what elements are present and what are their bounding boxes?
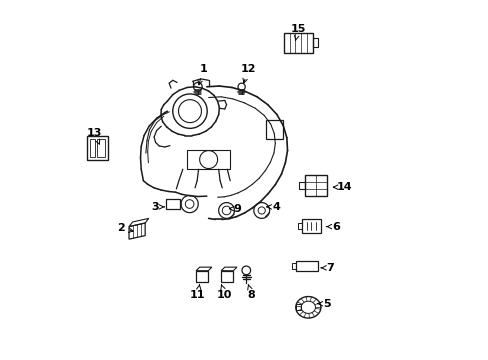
Text: 14: 14: [333, 182, 352, 192]
Text: 2: 2: [117, 224, 133, 233]
Text: 15: 15: [290, 24, 305, 40]
Text: 3: 3: [151, 202, 164, 212]
Text: 6: 6: [326, 222, 339, 231]
Text: 7: 7: [321, 263, 334, 273]
Text: 11: 11: [190, 284, 205, 300]
Text: 1: 1: [198, 64, 207, 85]
Text: 9: 9: [229, 204, 241, 214]
Text: 8: 8: [247, 284, 255, 300]
Text: 10: 10: [217, 284, 232, 300]
Text: 4: 4: [266, 202, 280, 212]
Text: 12: 12: [240, 64, 255, 83]
Text: 5: 5: [317, 299, 330, 309]
Text: 13: 13: [87, 129, 102, 144]
